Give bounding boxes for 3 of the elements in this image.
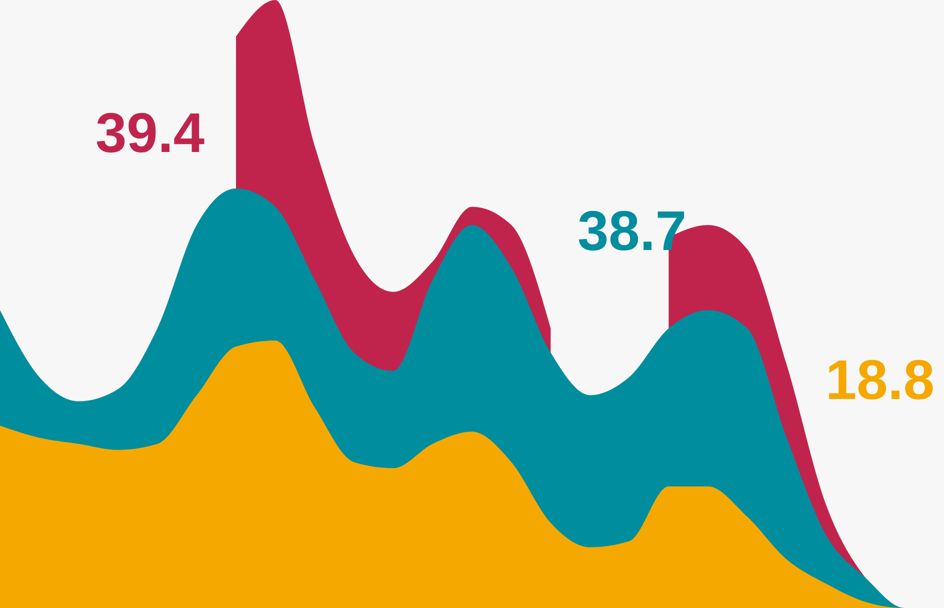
annotation: 18.8 [826, 348, 934, 411]
annotation: 39.4 [96, 101, 204, 164]
annotation: 38.7 [578, 199, 686, 262]
